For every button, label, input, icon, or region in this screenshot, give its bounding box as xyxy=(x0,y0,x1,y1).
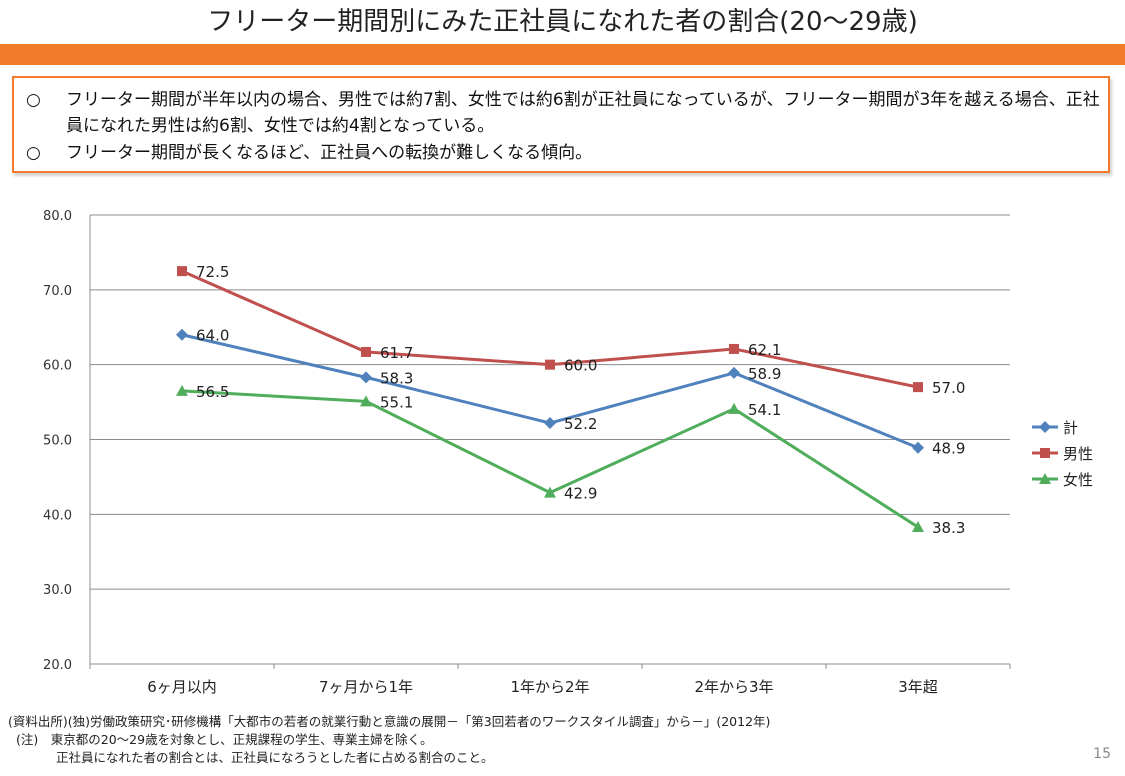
series-line-1 xyxy=(181,333,919,450)
data-point xyxy=(176,384,188,396)
x-tick-label: 1年から2年 xyxy=(510,678,589,696)
data-point xyxy=(177,266,187,277)
summary-box: ○ フリーター期間が半年以内の場合、男性では約7割、女性では約6割が正社員になっ… xyxy=(12,76,1110,173)
data-label: 62.1 xyxy=(748,341,781,359)
legend-marker xyxy=(1039,473,1051,484)
source-note: (資料出所)(独)労働政策研究･研修機構「大都市の若者の就業行動と意識の展開－「… xyxy=(8,714,771,729)
data-label: 58.9 xyxy=(748,365,781,383)
data-label: 55.1 xyxy=(380,393,413,411)
data-point xyxy=(728,402,740,414)
page-number: 15 xyxy=(1093,746,1111,762)
footnote-2: 正社員になれた者の割合とは、正社員になろうとした者に占める割合のこと。 xyxy=(56,750,494,765)
summary-point-2-text: フリーター期間が長くなるほど、正社員への転換が難しくなる傾向。 xyxy=(66,143,593,163)
data-label: 72.5 xyxy=(196,263,229,281)
data-label: 64.0 xyxy=(196,327,229,345)
legend-label: 計 xyxy=(1063,419,1078,437)
footnote-1: (注) 東京都の20～29歳を対象とし、正規課程の学生、専業主婦を除く。 xyxy=(16,732,433,747)
series-line-3 xyxy=(181,389,919,529)
data-point xyxy=(913,382,923,393)
data-label: 48.9 xyxy=(932,440,965,458)
data-label: 56.5 xyxy=(196,383,229,401)
legend-label: 女性 xyxy=(1063,471,1093,489)
legend-marker xyxy=(1039,421,1051,433)
data-label: 58.3 xyxy=(380,369,413,387)
data-point xyxy=(544,486,556,498)
data-point xyxy=(912,441,924,454)
y-tick-label: 40.0 xyxy=(43,508,72,523)
data-point xyxy=(544,417,556,430)
bullet-icon: ○ xyxy=(26,143,41,163)
data-label: 60.0 xyxy=(564,357,597,375)
title-underline-bar xyxy=(0,44,1125,65)
data-point xyxy=(360,371,372,384)
data-label: 38.3 xyxy=(932,519,965,537)
data-label: 42.9 xyxy=(564,485,597,503)
data-point xyxy=(176,328,188,341)
x-tick-label: 2年から3年 xyxy=(694,678,773,696)
data-point xyxy=(545,359,555,370)
x-tick-label: 7ヶ月から1年 xyxy=(319,678,413,696)
line-chart: 20.0 30.0 40.0 50.0 60.0 70.0 80.0 6ヶ月以内 7ヶ月から1年… xyxy=(43,209,1093,696)
data-label: 52.2 xyxy=(564,415,597,433)
y-tick-label: 60.0 xyxy=(43,359,72,374)
data-label: 57.0 xyxy=(932,379,965,397)
y-tick-label: 70.0 xyxy=(43,284,72,299)
data-label: 54.1 xyxy=(748,401,781,419)
data-point xyxy=(360,395,372,407)
x-tick-label: 3年超 xyxy=(898,678,938,696)
bullet-icon: ○ xyxy=(26,90,41,110)
page-title: フリーター期間別にみた正社員になれた者の割合(20～29歳) xyxy=(207,7,918,37)
y-tick-label: 30.0 xyxy=(43,583,72,598)
data-point xyxy=(728,366,740,379)
data-point xyxy=(361,346,371,357)
y-tick-label: 20.0 xyxy=(43,658,72,673)
y-tick-label: 80.0 xyxy=(43,209,72,224)
series-line-2 xyxy=(181,269,919,389)
legend-marker xyxy=(1040,448,1050,458)
data-point xyxy=(912,521,924,533)
y-tick-label: 50.0 xyxy=(43,434,72,449)
legend-label: 男性 xyxy=(1063,445,1093,463)
summary-point-1-text: フリーター期間が半年以内の場合、男性では約7割、女性では約6割が正社員になってい… xyxy=(66,90,1100,136)
data-point xyxy=(729,343,739,354)
data-label: 61.7 xyxy=(380,344,413,362)
x-tick-label: 6ヶ月以内 xyxy=(147,678,217,696)
